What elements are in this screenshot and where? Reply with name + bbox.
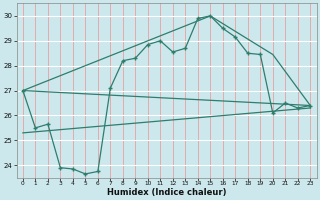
X-axis label: Humidex (Indice chaleur): Humidex (Indice chaleur) (107, 188, 226, 197)
